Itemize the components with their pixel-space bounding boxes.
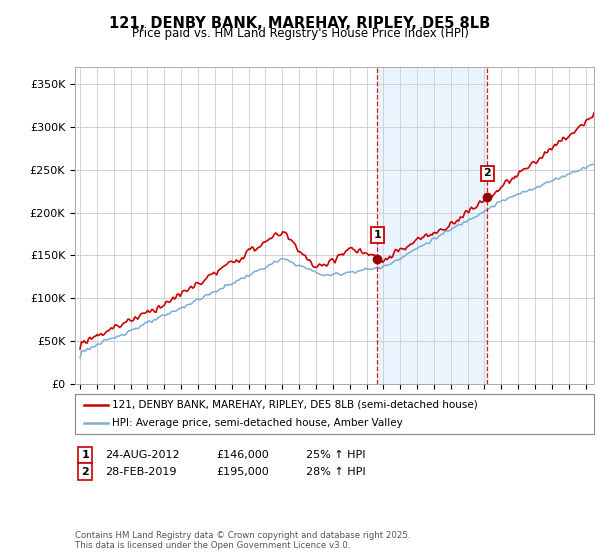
Text: 2: 2	[484, 169, 491, 178]
Text: Price paid vs. HM Land Registry's House Price Index (HPI): Price paid vs. HM Land Registry's House …	[131, 27, 469, 40]
Text: 2: 2	[82, 466, 89, 477]
Text: £195,000: £195,000	[216, 466, 269, 477]
Text: 25% ↑ HPI: 25% ↑ HPI	[306, 450, 365, 460]
Text: 1: 1	[82, 450, 89, 460]
Text: HPI: Average price, semi-detached house, Amber Valley: HPI: Average price, semi-detached house,…	[112, 418, 403, 428]
Text: 28-FEB-2019: 28-FEB-2019	[105, 466, 176, 477]
Bar	[377, 67, 487, 384]
Text: 28% ↑ HPI: 28% ↑ HPI	[306, 466, 365, 477]
Text: £146,000: £146,000	[216, 450, 269, 460]
Text: 24-AUG-2012: 24-AUG-2012	[105, 450, 179, 460]
Text: 1: 1	[374, 230, 381, 240]
Text: 121, DENBY BANK, MAREHAY, RIPLEY, DE5 8LB (semi-detached house): 121, DENBY BANK, MAREHAY, RIPLEY, DE5 8L…	[112, 400, 478, 410]
Text: Contains HM Land Registry data © Crown copyright and database right 2025.
This d: Contains HM Land Registry data © Crown c…	[75, 530, 410, 550]
Text: 121, DENBY BANK, MAREHAY, RIPLEY, DE5 8LB: 121, DENBY BANK, MAREHAY, RIPLEY, DE5 8L…	[109, 16, 491, 31]
